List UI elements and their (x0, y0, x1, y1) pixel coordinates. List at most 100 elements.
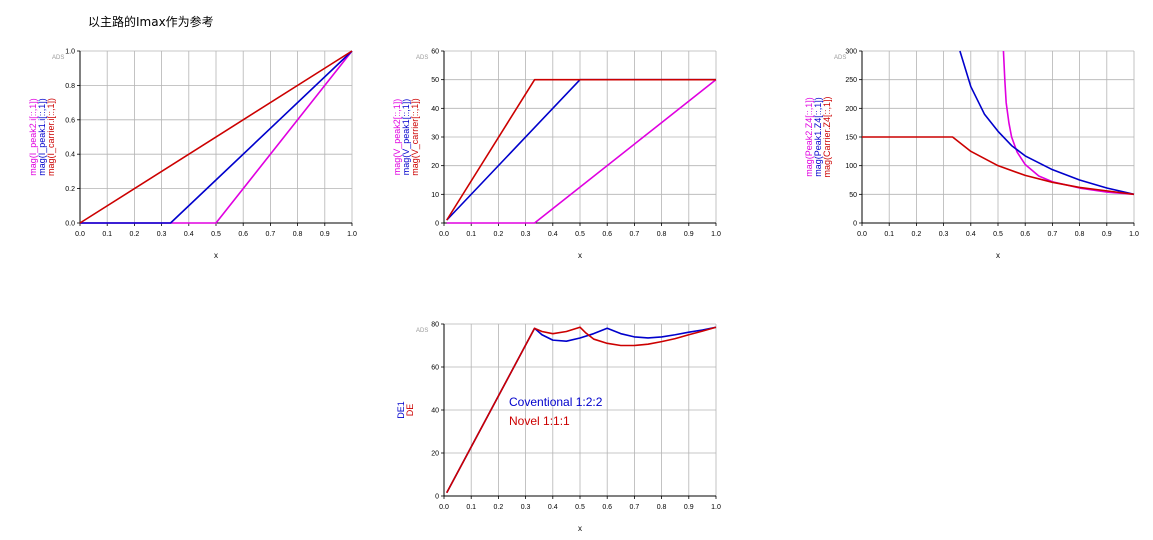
y-tick-label: 300 (845, 49, 857, 56)
x-tick-label: 0.8 (657, 231, 667, 238)
y-tick-label: 0.8 (65, 83, 75, 90)
series-line (446, 326, 717, 494)
x-tick-label: 0.8 (293, 231, 303, 238)
series-line (959, 50, 1135, 196)
x-tick-label: 0.4 (184, 231, 194, 238)
x-tick-label: 0.4 (966, 231, 976, 238)
x-tick-label: 0.2 (494, 504, 504, 511)
y-tick-label: 10 (431, 192, 439, 199)
x-tick-label: 0.2 (912, 231, 922, 238)
x-tick-label: 0.3 (521, 231, 531, 238)
y-tick-label: 80 (431, 322, 439, 329)
x-tick-label: 1.0 (711, 504, 721, 511)
x-tick-label: 0.9 (320, 231, 330, 238)
chart-1: 0.0 0.1 0.2 0.3 0.4 0.5 0.6 0.7 0.8 0.9 1.0 0.0 0.2 0… (28, 49, 357, 261)
x-tick-label: 0.4 (548, 231, 558, 238)
page-title: 以主路的Imax作为参考 (88, 15, 214, 29)
ads-watermark: ADS (416, 55, 428, 61)
series-line (446, 78, 716, 221)
series-line (1002, 50, 1135, 196)
x-tick-label: 0.4 (548, 504, 558, 511)
series-line (446, 79, 717, 224)
y-tick-label: 40 (431, 408, 439, 415)
x-tick-label: 0.6 (602, 231, 612, 238)
y-axis-label: mag(V_carrier[::,1]) (410, 98, 420, 176)
x-tick-label: 1.0 (1129, 231, 1139, 238)
x-tick-label: 0.2 (494, 231, 504, 238)
x-tick-label: 0.9 (1102, 231, 1112, 238)
y-tick-label: 50 (431, 77, 439, 84)
x-tick-label: 0.1 (466, 504, 476, 511)
x-tick-label: 0.3 (521, 504, 531, 511)
series-line (80, 50, 353, 224)
x-tick-label: 0.0 (857, 231, 867, 238)
x-tick-label: 0.7 (1048, 231, 1058, 238)
x-tick-label: 0.5 (575, 504, 585, 511)
x-axis-label: x (578, 524, 582, 533)
y-tick-label: 60 (431, 365, 439, 372)
y-tick-label: 200 (845, 106, 857, 113)
x-tick-label: 0.0 (75, 231, 85, 238)
x-tick-label: 0.8 (1075, 231, 1085, 238)
y-tick-label: 40 (431, 106, 439, 113)
y-tick-label: 0 (435, 221, 439, 228)
x-tick-label: 0.2 (130, 231, 140, 238)
y-tick-label: 150 (845, 135, 857, 142)
x-tick-label: 0.7 (630, 504, 640, 511)
x-tick-label: 1.0 (711, 231, 721, 238)
y-axis-label: mag(I_carrier.i[::,1]) (46, 98, 56, 176)
x-axis-label: x (214, 251, 218, 260)
legend-entry: Novel 1:1:1 (509, 414, 570, 428)
x-tick-label: 0.8 (657, 504, 667, 511)
x-axis-label: x (578, 251, 582, 260)
y-axis-label: mag(Carrier.Z4[::,1]) (822, 96, 832, 177)
x-tick-label: 0.5 (575, 231, 585, 238)
x-axis-label: x (996, 251, 1000, 260)
y-tick-label: 20 (431, 451, 439, 458)
y-axis-label: mag(V_peak1[::,1]) (401, 99, 411, 176)
y-axis-label: mag(V_peak2[::,1]) (392, 99, 402, 176)
x-tick-label: 0.1 (884, 231, 894, 238)
x-tick-label: 0.6 (1020, 231, 1030, 238)
y-axis-label: DE1 (396, 401, 406, 419)
y-tick-label: 0 (435, 494, 439, 501)
series-line (446, 326, 717, 494)
y-tick-label: 20 (431, 163, 439, 170)
y-tick-label: 0.0 (65, 221, 75, 228)
x-tick-label: 0.0 (439, 231, 449, 238)
y-tick-label: 250 (845, 77, 857, 84)
legend-entry: Coventional 1:2:2 (509, 395, 603, 409)
y-axis-label: mag(Peak1.Z4[::,1]) (813, 97, 823, 177)
series-line (862, 136, 1135, 196)
y-tick-label: 100 (845, 163, 857, 170)
x-tick-label: 0.6 (602, 504, 612, 511)
y-tick-label: 0.2 (65, 186, 75, 193)
x-tick-label: 0.9 (684, 231, 694, 238)
x-tick-label: 0.1 (466, 231, 476, 238)
series-line (446, 78, 716, 221)
x-tick-label: 0.5 (993, 231, 1003, 238)
x-tick-label: 0.7 (630, 231, 640, 238)
y-tick-label: 0.6 (65, 117, 75, 124)
ads-watermark: ADS (834, 55, 846, 61)
chart-2: 0.0 0.1 0.2 0.3 0.4 0.5 0.6 0.7 0.8 0.9 1.0 0 10 20 30… (392, 49, 721, 261)
x-tick-label: 0.3 (939, 231, 949, 238)
series-line (79, 50, 353, 224)
x-tick-label: 0.6 (238, 231, 248, 238)
y-axis-label: DE (405, 404, 415, 417)
chart-3: 0.0 0.1 0.2 0.3 0.4 0.5 0.6 0.7 0.8 0.9 1.0 0 50 100 1… (804, 49, 1139, 261)
y-tick-label: 30 (431, 135, 439, 142)
y-tick-label: 1.0 (65, 49, 75, 56)
x-tick-label: 0.0 (439, 504, 449, 511)
y-tick-label: 0 (853, 221, 857, 228)
y-axis-label: mag(I_peak1.i[::,1]) (37, 98, 47, 176)
x-tick-label: 1.0 (347, 231, 357, 238)
x-tick-label: 0.5 (211, 231, 221, 238)
ads-watermark: ADS (52, 55, 64, 61)
x-tick-label: 0.9 (684, 504, 694, 511)
y-axis-label: mag(I_peak2.i[::,1]) (28, 98, 38, 176)
y-axis-label: mag(Peak2.Z4[::,1]) (804, 97, 814, 177)
x-tick-label: 0.7 (266, 231, 276, 238)
ads-watermark: ADS (416, 328, 428, 334)
